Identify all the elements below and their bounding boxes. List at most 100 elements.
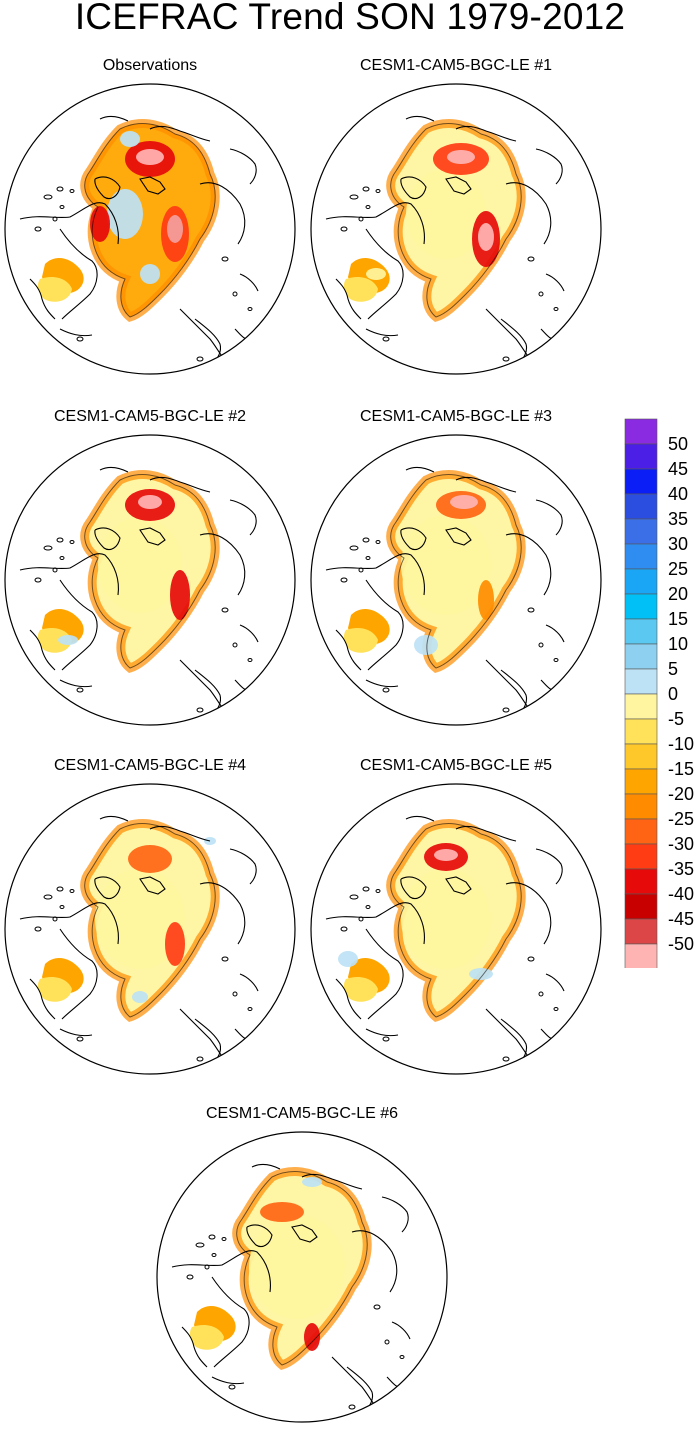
island [204, 1264, 210, 1270]
coastline [365, 1028, 399, 1037]
polar-map [310, 434, 602, 726]
island [59, 905, 65, 909]
trend-patch [98, 517, 182, 613]
island [228, 1384, 236, 1390]
colorbar-label: 35 [668, 509, 689, 529]
trend-patch [120, 131, 140, 147]
island [211, 1253, 217, 1257]
coastline [335, 978, 362, 1020]
island [76, 1036, 84, 1042]
coastline [236, 1171, 368, 1366]
island [538, 991, 544, 997]
coastline [199, 182, 246, 245]
island [375, 889, 381, 893]
colorbar-label: 40 [668, 484, 689, 504]
trend-patch [338, 951, 358, 967]
hudson-trend [343, 628, 378, 653]
colorbar-label: 5 [668, 659, 679, 679]
coastline [229, 848, 257, 885]
trend-patch [478, 223, 494, 251]
coastline [84, 474, 216, 669]
island [382, 687, 390, 693]
island [527, 607, 535, 613]
coastline [535, 148, 563, 185]
coastline [211, 1276, 250, 1368]
colorbar-label: 15 [668, 609, 689, 629]
island [221, 1237, 227, 1241]
panel-label: CESM1-CAM5-BGC-LE #6 [205, 1105, 399, 1122]
coastline [181, 1326, 208, 1368]
coastline [405, 815, 435, 822]
colorbar-box [624, 718, 658, 745]
map-panel-member-1: CESM1-CAM5-BGC-LE #1 [306, 57, 606, 407]
colorbar-label: 50 [668, 434, 689, 454]
map-boundary [4, 434, 296, 726]
map-boundary [4, 783, 296, 1075]
island [553, 658, 559, 662]
island [349, 894, 359, 900]
coastline [171, 1250, 271, 1293]
island [43, 894, 53, 900]
coastline [400, 876, 427, 900]
island [232, 991, 238, 997]
island [553, 1007, 559, 1011]
coastline [246, 1224, 273, 1248]
figure-title: ICEFRAC Trend SON 1979-2012 [74, 0, 626, 37]
colorbar-box [624, 768, 658, 795]
island [232, 642, 238, 648]
polar-map [310, 83, 602, 375]
island [69, 889, 75, 893]
hudson-trend [189, 1325, 224, 1350]
coastline [400, 527, 427, 551]
coastline [405, 115, 435, 122]
coastline [505, 882, 552, 945]
island [196, 707, 204, 713]
coastline [59, 328, 93, 337]
colorbar-box [624, 593, 658, 620]
coastline [405, 466, 435, 473]
island [56, 186, 64, 192]
colorbar-box [624, 668, 658, 695]
coastline [229, 148, 257, 185]
island [502, 356, 510, 362]
coastline [29, 629, 56, 671]
island [76, 336, 84, 342]
colorbar-label: 30 [668, 534, 689, 554]
trend-patch [447, 150, 475, 164]
colorbar-label: 25 [668, 559, 689, 579]
panel-label: Observations [102, 57, 198, 74]
colorbar-label: -5 [668, 709, 685, 729]
island [362, 537, 370, 543]
trend-patch [469, 968, 493, 980]
colorbar-box [624, 793, 658, 820]
colorbar-box [624, 418, 658, 445]
trend-patch [132, 991, 148, 1003]
trend-patch [170, 570, 190, 620]
colorbar-box [624, 568, 658, 595]
island [358, 916, 364, 922]
coastline [59, 1028, 93, 1037]
coastline [29, 978, 56, 1020]
island [56, 886, 64, 892]
island [34, 577, 42, 583]
ice-trend-field [84, 123, 216, 317]
coastline [381, 1196, 409, 1233]
island [52, 916, 58, 922]
island [375, 189, 381, 193]
polar-map [4, 83, 296, 375]
island [373, 1304, 381, 1310]
island [399, 1355, 405, 1359]
trend-patch [260, 1202, 304, 1222]
island [232, 291, 238, 297]
coastline [535, 848, 563, 885]
coastline [99, 115, 129, 122]
colorbar-label: -10 [668, 734, 695, 754]
island [43, 194, 53, 200]
coastline [390, 823, 522, 1018]
trend-patch [414, 635, 438, 655]
island [34, 226, 42, 232]
island [196, 1056, 204, 1062]
map-panel-member-6: CESM1-CAM5-BGC-LE #6 [152, 1105, 452, 1455]
trend-patch [138, 495, 162, 509]
colorbar-label: 10 [668, 634, 689, 654]
